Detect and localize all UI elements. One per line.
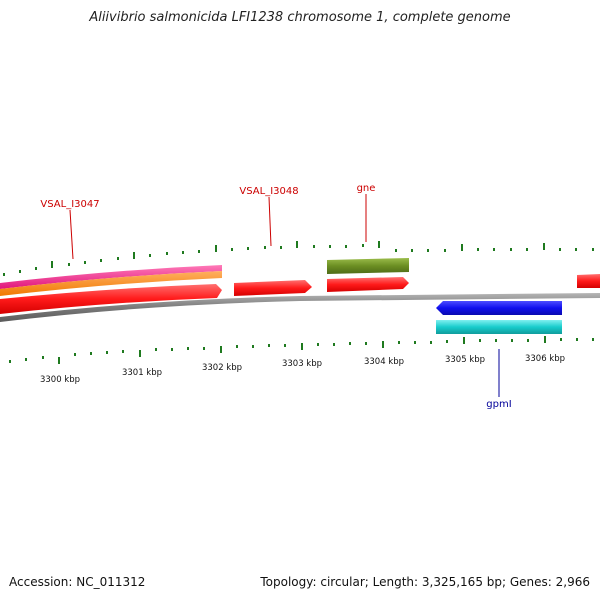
label-leader-VSAL_I3048 xyxy=(268,196,272,247)
genome-title: Aliivibrio salmonicida LFI1238 chromosom… xyxy=(89,10,511,25)
axis-tick-label: 3304 kbp xyxy=(364,357,404,367)
forward-gene-VSAL_I3048[interactable] xyxy=(234,280,312,296)
axis-tick-label: 3303 kbp xyxy=(282,359,322,369)
genome-stats-label: Topology: circular; Length: 3,325,165 bp… xyxy=(260,575,590,589)
forward-gene-partial[interactable] xyxy=(577,274,600,288)
accession-label: Accession: NC_011312 xyxy=(9,575,146,589)
axis-tick-label: 3305 kbp xyxy=(445,355,485,365)
axis-tick-labels: 3300 kbp 3301 kbp 3302 kbp 3303 kbp 3304… xyxy=(40,354,565,385)
axis-tick-label: 3300 kbp xyxy=(40,375,80,385)
feature-label-VSAL_I3048[interactable]: VSAL_I3048 xyxy=(239,186,298,197)
forward-gene-VSAL_I3047[interactable] xyxy=(0,284,222,314)
reverse-gene-gpmI[interactable] xyxy=(436,301,562,315)
orange-feature-track[interactable] xyxy=(0,271,222,296)
feature-label-gpmI[interactable]: gpmI xyxy=(486,399,511,410)
axis-tick-label: 3301 kbp xyxy=(122,368,162,378)
genome-backbone xyxy=(0,293,600,322)
cyan-feature-track[interactable] xyxy=(436,320,562,334)
forward-gene-gne[interactable] xyxy=(327,277,409,292)
axis-tick-label: 3306 kbp xyxy=(525,354,565,364)
feature-label-VSAL_I3047[interactable]: VSAL_I3047 xyxy=(40,199,99,210)
inner-tick-row xyxy=(9,336,594,364)
label-leader-VSAL_I3047 xyxy=(69,209,74,260)
feature-label-gne[interactable]: gne xyxy=(357,183,376,194)
pink-feature-track[interactable] xyxy=(0,265,222,289)
olive-feature-track[interactable] xyxy=(327,258,409,274)
axis-tick-label: 3302 kbp xyxy=(202,363,242,373)
outer-tick-row xyxy=(3,241,594,276)
